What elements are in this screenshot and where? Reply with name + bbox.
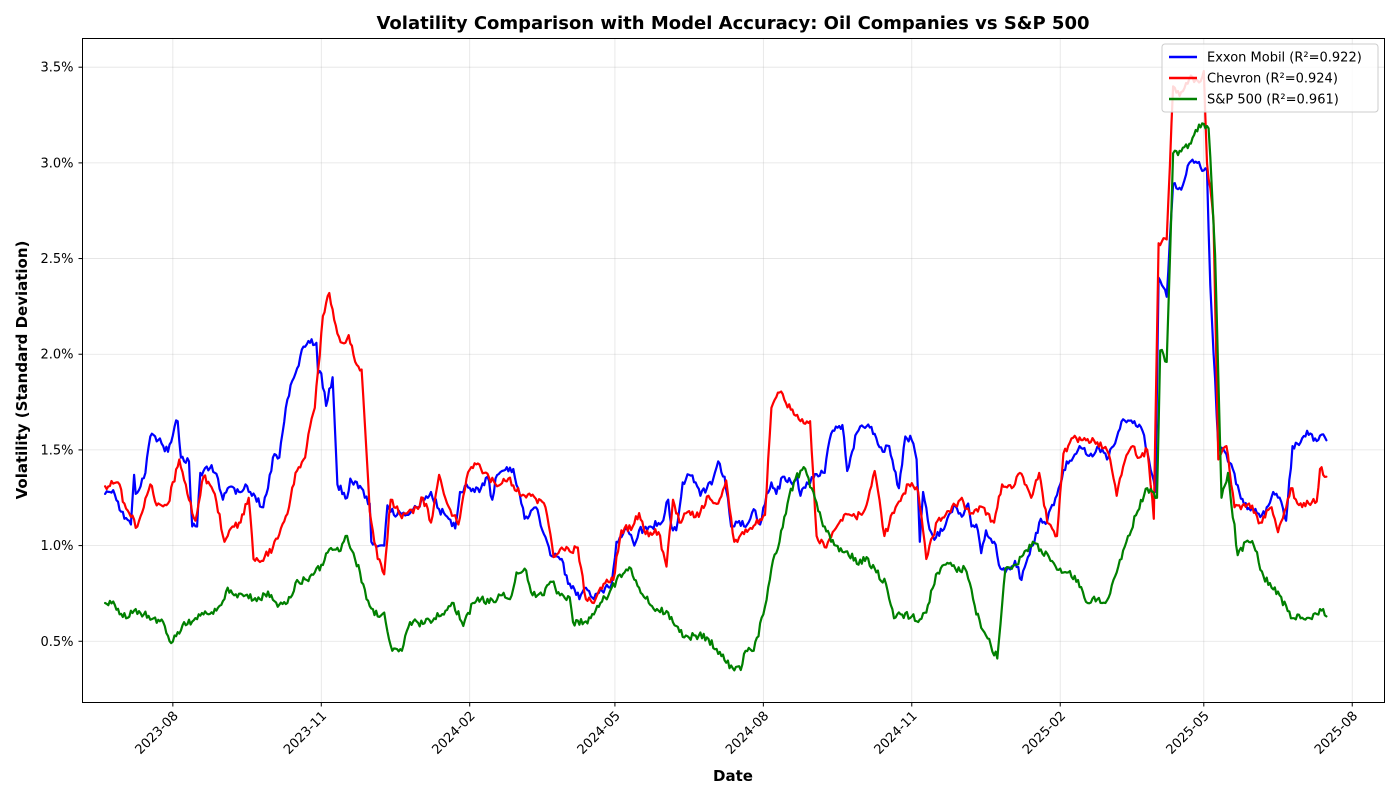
legend-label: Exxon Mobil (R²=0.922)	[1207, 51, 1362, 66]
y-axis-label: Volatility (Standard Deviation)	[13, 241, 31, 500]
series-line-1	[104, 69, 1328, 605]
chart-title: Volatility Comparison with Model Accurac…	[376, 13, 1089, 34]
plot-frame	[82, 38, 1385, 703]
y-tick-label: 0.5%	[40, 635, 73, 650]
y-tick-label: 3.5%	[40, 61, 73, 76]
legend-label: Chevron (R²=0.924)	[1207, 72, 1338, 87]
x-tick-label: 2023-11	[281, 709, 330, 758]
legend-label: S&P 500 (R²=0.961)	[1207, 93, 1339, 108]
y-tick-label: 1.5%	[40, 443, 73, 458]
x-tick-label: 2025-02	[1020, 709, 1069, 758]
x-tick-label: 2024-08	[723, 709, 772, 758]
series-lines	[104, 69, 1328, 672]
x-tick-label: 2023-08	[133, 709, 182, 758]
series-line-2	[104, 122, 1328, 672]
legend-box	[1161, 43, 1379, 113]
x-tick-label: 2024-02	[430, 709, 479, 758]
x-axis-label: Date	[713, 767, 753, 785]
x-tick-label: 2024-11	[872, 709, 921, 758]
x-tick-label: 2025-08	[1312, 709, 1361, 758]
y-tick-label: 2.5%	[40, 252, 73, 267]
axis-ticks: 0.5% 1.0% 1.5% 2.0% 2.5% 3.0% 3.5% 2023-08 2023-…	[40, 61, 1361, 758]
y-tick-label: 2.0%	[40, 348, 73, 363]
x-tick-label: 2024-05	[575, 709, 624, 758]
series-line-0	[104, 158, 1328, 601]
x-tick-label: 2025-05	[1164, 709, 1213, 758]
y-tick-label: 1.0%	[40, 539, 73, 554]
y-tick-label: 3.0%	[40, 156, 73, 171]
grid	[82, 38, 1385, 703]
legend: Exxon Mobil (R²=0.922) Chevron (R²=0.924)…	[1161, 43, 1379, 113]
